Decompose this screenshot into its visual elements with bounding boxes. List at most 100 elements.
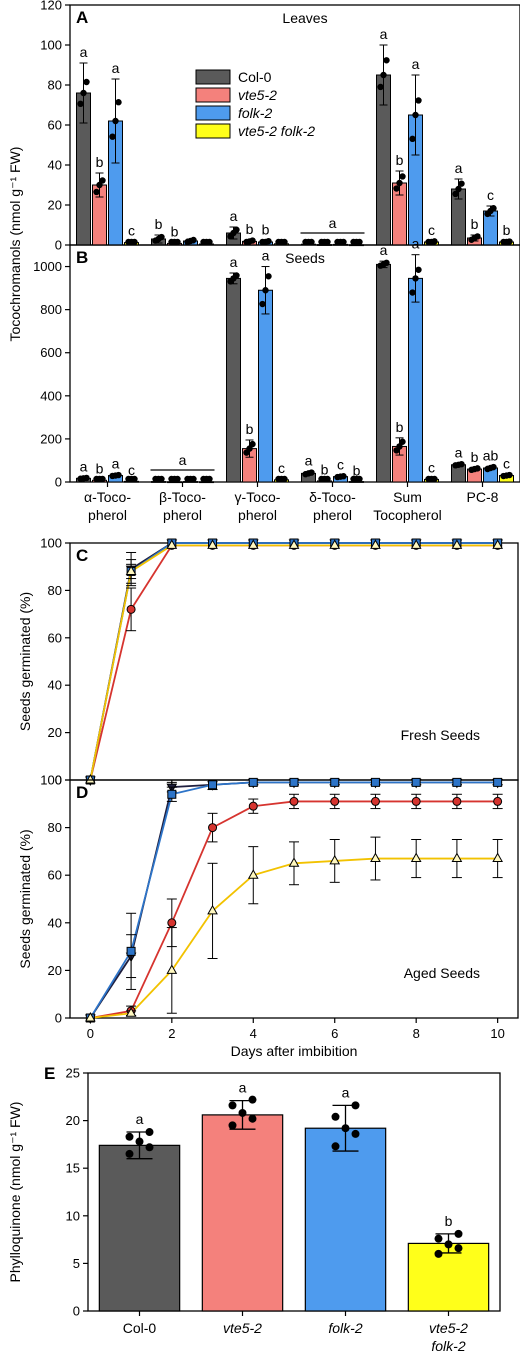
panel-a-data-point — [399, 173, 406, 180]
panel-a-significance-letter: b — [246, 221, 254, 237]
panel-e-data-point — [248, 1095, 257, 1104]
panel-e-category-label: vte5-2 — [223, 1320, 262, 1336]
panel-d-y-tick-label: 20 — [48, 963, 62, 978]
panel-d-marker-vte5-2 — [493, 796, 503, 806]
panel-b-data-point — [490, 463, 497, 471]
panel-a-y-tick-label: 40 — [48, 158, 62, 173]
panel-a-title: Leaves — [282, 10, 327, 26]
panel-b-data-point — [412, 275, 419, 282]
panel-a-data-point — [393, 185, 400, 192]
panel-a-data-point — [233, 226, 240, 233]
panel-c-marker-vte5-2-folk-2 — [329, 539, 341, 549]
panel-c-y-tick-label: 60 — [48, 630, 62, 645]
panel-d-y-axis-title: Seeds germinated (%) — [17, 829, 33, 968]
panel-a-data-point — [340, 238, 347, 246]
panel-d-marker-folk-2 — [126, 946, 136, 956]
panel-d-x-axis-title: Days after imbibition — [231, 1043, 358, 1059]
panel-a-data-point — [356, 238, 363, 246]
panel-c-fresh-seeds-line-chart: 0 20 40 60 80 100 C Fresh Seeds Seeds germinated… — [17, 536, 519, 788]
panel-d-marker-folk-2 — [411, 777, 421, 787]
panel-c-marker-vte5-2-folk-2 — [125, 565, 137, 575]
panel-a-y-tick-label: 0 — [55, 238, 62, 253]
panel-c-inset-label: Fresh Seeds — [401, 727, 480, 743]
panel-c-series-line-vte5-2 — [89, 544, 498, 781]
panel-c-marker-vte5-2-folk-2 — [288, 539, 300, 549]
panel-a-data-point — [206, 238, 213, 246]
legend-swatch-col-0 — [195, 69, 231, 85]
panel-a-data-point — [281, 238, 288, 246]
panel-e-data-point — [444, 1240, 453, 1249]
panel-e-significance-letter: a — [239, 1080, 247, 1096]
panel-d-marker-folk-2 — [289, 777, 299, 787]
panel-b-data-point — [396, 443, 403, 450]
panel-a-data-point — [265, 237, 272, 245]
panel-c-marker-vte5-2-folk-2 — [166, 539, 178, 549]
panel-b-data-point — [506, 471, 513, 479]
panel-b-data-point — [262, 287, 269, 294]
panel-b-significance-letter: a — [112, 455, 120, 471]
panel-e-data-point — [454, 1244, 463, 1253]
panel-a-data-point — [409, 135, 416, 143]
panel-a-data-point — [490, 205, 497, 212]
panel-a-data-point — [452, 190, 459, 198]
panel-b-significance-letter: a — [412, 236, 420, 252]
panel-b-data-point — [409, 289, 416, 296]
panel-e-y-tick-label: 20 — [66, 1113, 80, 1128]
panel-e-data-point — [145, 1128, 154, 1137]
panel-d-marker-vte5-2-folk-2 — [166, 964, 178, 974]
panel-e-category-label: folk-2 — [431, 1338, 465, 1354]
panel-b-y-tick-label: 400 — [40, 388, 62, 403]
legend-label-folk-2: folk-2 — [238, 105, 272, 121]
panel-e-significance-letter: a — [342, 1084, 350, 1100]
panel-a-y-tick-label: 80 — [48, 78, 62, 93]
panel-a-data-point — [93, 188, 100, 196]
panel-b-bar-col-0-tocopherol — [226, 277, 241, 483]
panel-a-data-point — [249, 237, 256, 244]
panel-e-data-point — [228, 1101, 237, 1110]
panel-a-data-point — [174, 238, 181, 246]
panel-c-series-line-vte5-2-folk-2 — [89, 544, 498, 781]
panel-b-significance-letter: c — [503, 455, 510, 471]
panel-d-marker-folk-2 — [208, 780, 218, 790]
panel-d-y-tick-label: 0 — [55, 1011, 62, 1026]
panel-e-data-point — [434, 1234, 443, 1243]
panel-b-category-label: pherol — [238, 507, 277, 523]
panel-e-bar-vte5-2 — [201, 1114, 284, 1312]
panel-a-significance-letter: b — [96, 154, 104, 170]
panel-b-bar-folk-2-sum-tocopherol — [408, 277, 423, 483]
panel-a-significance-letter: c — [128, 223, 135, 239]
panel-a-significance-letter: c — [428, 222, 435, 238]
panel-b-significance-letter: b — [396, 419, 404, 435]
panel-b-y-tick-label: 800 — [40, 302, 62, 317]
panels-ab-y-axis-title: Tocochromanols (nmol g⁻¹ FW) — [7, 147, 23, 342]
panel-e-data-point — [331, 1112, 340, 1121]
panel-c-marker-vte5-2-folk-2 — [247, 539, 259, 549]
panel-d-x-tick-label: 2 — [168, 1026, 175, 1041]
panel-b-data-point — [308, 469, 315, 476]
panel-e-significance-letter: b — [445, 1213, 453, 1229]
panel-b-data-point — [99, 475, 106, 483]
panel-d-marker-folk-2 — [167, 789, 177, 799]
panel-b-bar-folk-2-tocopherol — [258, 289, 273, 483]
panel-a-data-point — [412, 111, 419, 119]
panel-b-y-tick-label: 0 — [55, 475, 62, 490]
panel-a-data-point — [324, 238, 331, 246]
panel-b-significance-letter: a — [455, 445, 463, 461]
panel-b-y-tick-label: 200 — [40, 431, 62, 446]
panel-b-data-point — [174, 475, 181, 483]
panel-b-data-point — [233, 272, 240, 279]
panel-a-data-point — [383, 57, 390, 64]
panel-c-marker-vte5-2-folk-2 — [410, 539, 422, 549]
panel-a-data-point — [83, 78, 90, 86]
panel-d-marker-vte5-2-folk-2 — [370, 852, 381, 863]
panel-b-category-label: Sum — [393, 489, 422, 505]
panel-a-significance-letter: a — [112, 60, 120, 76]
panel-b-data-point — [474, 465, 481, 472]
legend-label-col-0: Col-0 — [238, 69, 272, 85]
panel-e-data-point — [331, 1142, 340, 1151]
panel-e-bar-col-0 — [98, 1144, 181, 1312]
panel-d-marker-vte5-2-folk-2 — [410, 852, 422, 863]
panel-b-data-point — [340, 473, 347, 480]
panel-d-marker-vte5-2-folk-2 — [451, 852, 463, 863]
